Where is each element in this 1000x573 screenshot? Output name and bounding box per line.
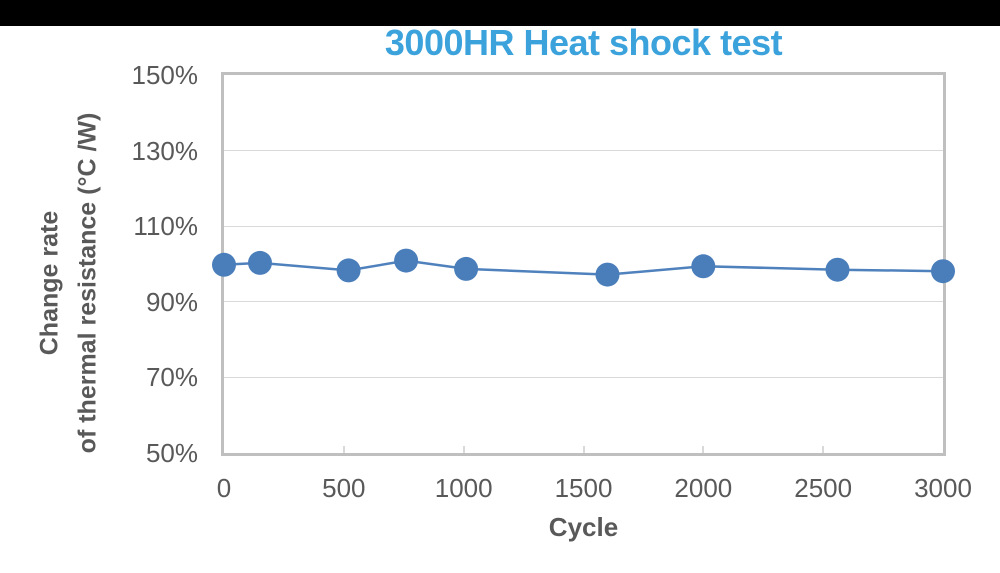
data-point-cycle-2000: [691, 254, 716, 279]
data-series: [212, 248, 955, 287]
x-axis-title: Cycle: [548, 512, 619, 542]
x-tick-label-1500: 1500: [554, 473, 613, 503]
data-point-cycle-1010: [454, 256, 479, 281]
x-axis-tick-mark-1000: [462, 446, 465, 453]
gridline-90pct: [224, 301, 943, 303]
x-axis-tick-mark-2000: [702, 446, 705, 453]
y-tick-label-50pct: 50%: [145, 438, 198, 468]
y-tick-label-110pct: 110%: [133, 211, 198, 242]
plot-area: [212, 72, 955, 456]
y-tick-label-130pct: 130%: [131, 135, 199, 166]
x-tick-label-2000: 2000: [674, 473, 733, 503]
data-point-cycle-1600: [595, 262, 620, 287]
data-point-cycle-150: [248, 250, 272, 275]
gridline-130pct: [224, 150, 943, 152]
x-tick-label-500: 500: [322, 473, 366, 503]
x-tick-label-1000: 1000: [434, 473, 493, 503]
x-tick-label-2500: 2500: [794, 473, 853, 503]
gridline-110pct: [224, 225, 943, 227]
data-point-cycle-3000: [931, 259, 955, 284]
x-axis-tick-mark-500: [342, 446, 345, 453]
top-black-bar: [0, 0, 1000, 26]
x-tick-label-0: 0: [216, 473, 232, 503]
y-tick-label-70pct: 70%: [145, 362, 198, 393]
data-point-cycle-2560: [825, 257, 850, 282]
chart-title: 3000HR Heat shock test: [384, 22, 783, 63]
data-point-cycle-0: [212, 252, 236, 277]
x-axis-tick-mark-2500: [822, 446, 825, 453]
x-axis-tick-mark-1500: [582, 446, 585, 453]
y-tick-label-150pct: 150%: [131, 60, 199, 90]
gridline-70pct: [224, 376, 943, 378]
y-tick-label-90pct: 90%: [145, 286, 198, 317]
y-axis-title-line1: Change rate: [35, 210, 64, 356]
x-tick-label-3000: 3000: [914, 473, 972, 503]
data-point-cycle-520: [336, 258, 361, 283]
data-point-cycle-760: [394, 248, 419, 273]
